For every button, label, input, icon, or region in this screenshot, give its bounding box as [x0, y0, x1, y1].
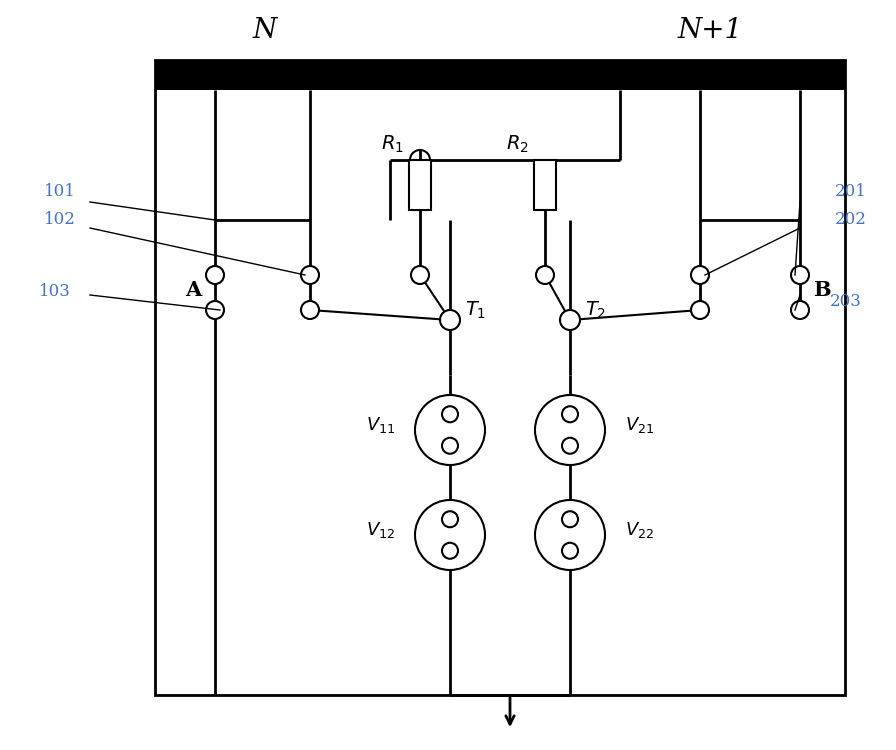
Text: 201: 201 — [835, 184, 866, 200]
Circle shape — [442, 543, 458, 559]
Text: 202: 202 — [835, 211, 866, 229]
Text: $V_{11}$: $V_{11}$ — [366, 415, 395, 435]
Circle shape — [411, 266, 429, 284]
Circle shape — [440, 310, 460, 330]
Circle shape — [536, 266, 554, 284]
Text: N+1: N+1 — [677, 16, 743, 44]
Text: $V_{12}$: $V_{12}$ — [366, 520, 395, 540]
Circle shape — [560, 310, 580, 330]
Circle shape — [562, 438, 578, 454]
Bar — [155, 60, 845, 90]
Circle shape — [442, 512, 458, 527]
Circle shape — [415, 500, 485, 570]
Circle shape — [791, 266, 809, 284]
Circle shape — [442, 406, 458, 422]
Text: N: N — [253, 16, 277, 44]
Circle shape — [301, 266, 319, 284]
Circle shape — [562, 543, 578, 559]
Bar — [409, 160, 431, 210]
Circle shape — [206, 266, 224, 284]
Text: $R_2$: $R_2$ — [506, 134, 529, 155]
Circle shape — [415, 395, 485, 465]
Text: 203: 203 — [830, 293, 862, 310]
Text: B: B — [814, 280, 831, 300]
Text: $R_1$: $R_1$ — [381, 134, 404, 155]
Bar — [155, 60, 845, 695]
Circle shape — [562, 406, 578, 422]
Circle shape — [691, 266, 709, 284]
Circle shape — [301, 301, 319, 319]
Text: 101: 101 — [44, 184, 76, 200]
Text: 102: 102 — [44, 211, 76, 229]
Circle shape — [535, 395, 605, 465]
Circle shape — [562, 512, 578, 527]
Circle shape — [535, 500, 605, 570]
Text: $V_{22}$: $V_{22}$ — [625, 520, 654, 540]
Circle shape — [206, 301, 224, 319]
Text: $V_{21}$: $V_{21}$ — [625, 415, 654, 435]
Text: 103: 103 — [39, 284, 71, 301]
Text: A: A — [185, 280, 201, 300]
Text: $T_2$: $T_2$ — [585, 299, 607, 321]
Circle shape — [691, 301, 709, 319]
Text: $T_1$: $T_1$ — [465, 299, 487, 321]
Bar — [534, 160, 556, 210]
Circle shape — [791, 301, 809, 319]
Circle shape — [442, 438, 458, 454]
